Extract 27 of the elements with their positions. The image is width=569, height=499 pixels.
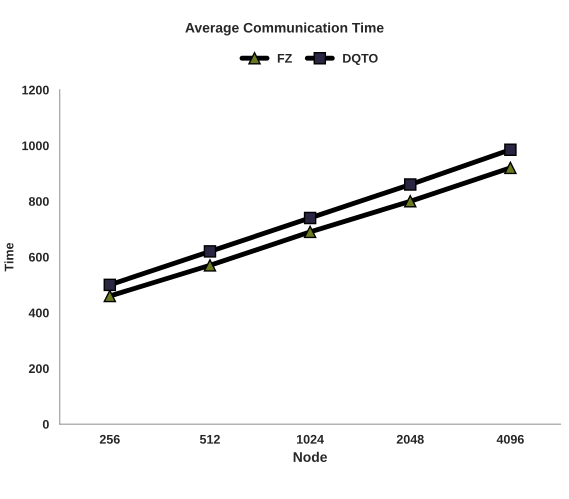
x-tick-label: 256 xyxy=(100,434,120,444)
x-tick-label: 1024 xyxy=(296,434,324,444)
x-axis-title: Node xyxy=(294,452,327,462)
x-tick-label: 512 xyxy=(200,434,220,444)
x-tick-label: 2048 xyxy=(396,434,424,444)
y-tick-label: 1200 xyxy=(22,86,49,94)
point xyxy=(104,290,116,302)
point xyxy=(404,195,416,208)
legend-label: FZ xyxy=(278,54,292,63)
y-tick-label: 200 xyxy=(28,364,49,374)
point xyxy=(504,162,517,174)
y-tick-label: 800 xyxy=(28,197,49,206)
point xyxy=(204,259,216,272)
y-tick-label: 400 xyxy=(28,308,49,318)
y-axis-title: Time xyxy=(4,242,14,272)
y-tick-label: 600 xyxy=(28,252,49,262)
y-tick-label: 0 xyxy=(42,420,49,429)
point xyxy=(304,212,316,224)
point xyxy=(204,245,216,258)
point xyxy=(304,226,316,238)
chart-title: Average Communication Time xyxy=(185,22,384,36)
x-tick-label: 4096 xyxy=(496,434,524,444)
legend-label: DQTO xyxy=(343,54,378,66)
y-tick-label: 1000 xyxy=(22,141,49,150)
point xyxy=(504,143,517,156)
point xyxy=(104,278,116,292)
point xyxy=(404,178,416,191)
